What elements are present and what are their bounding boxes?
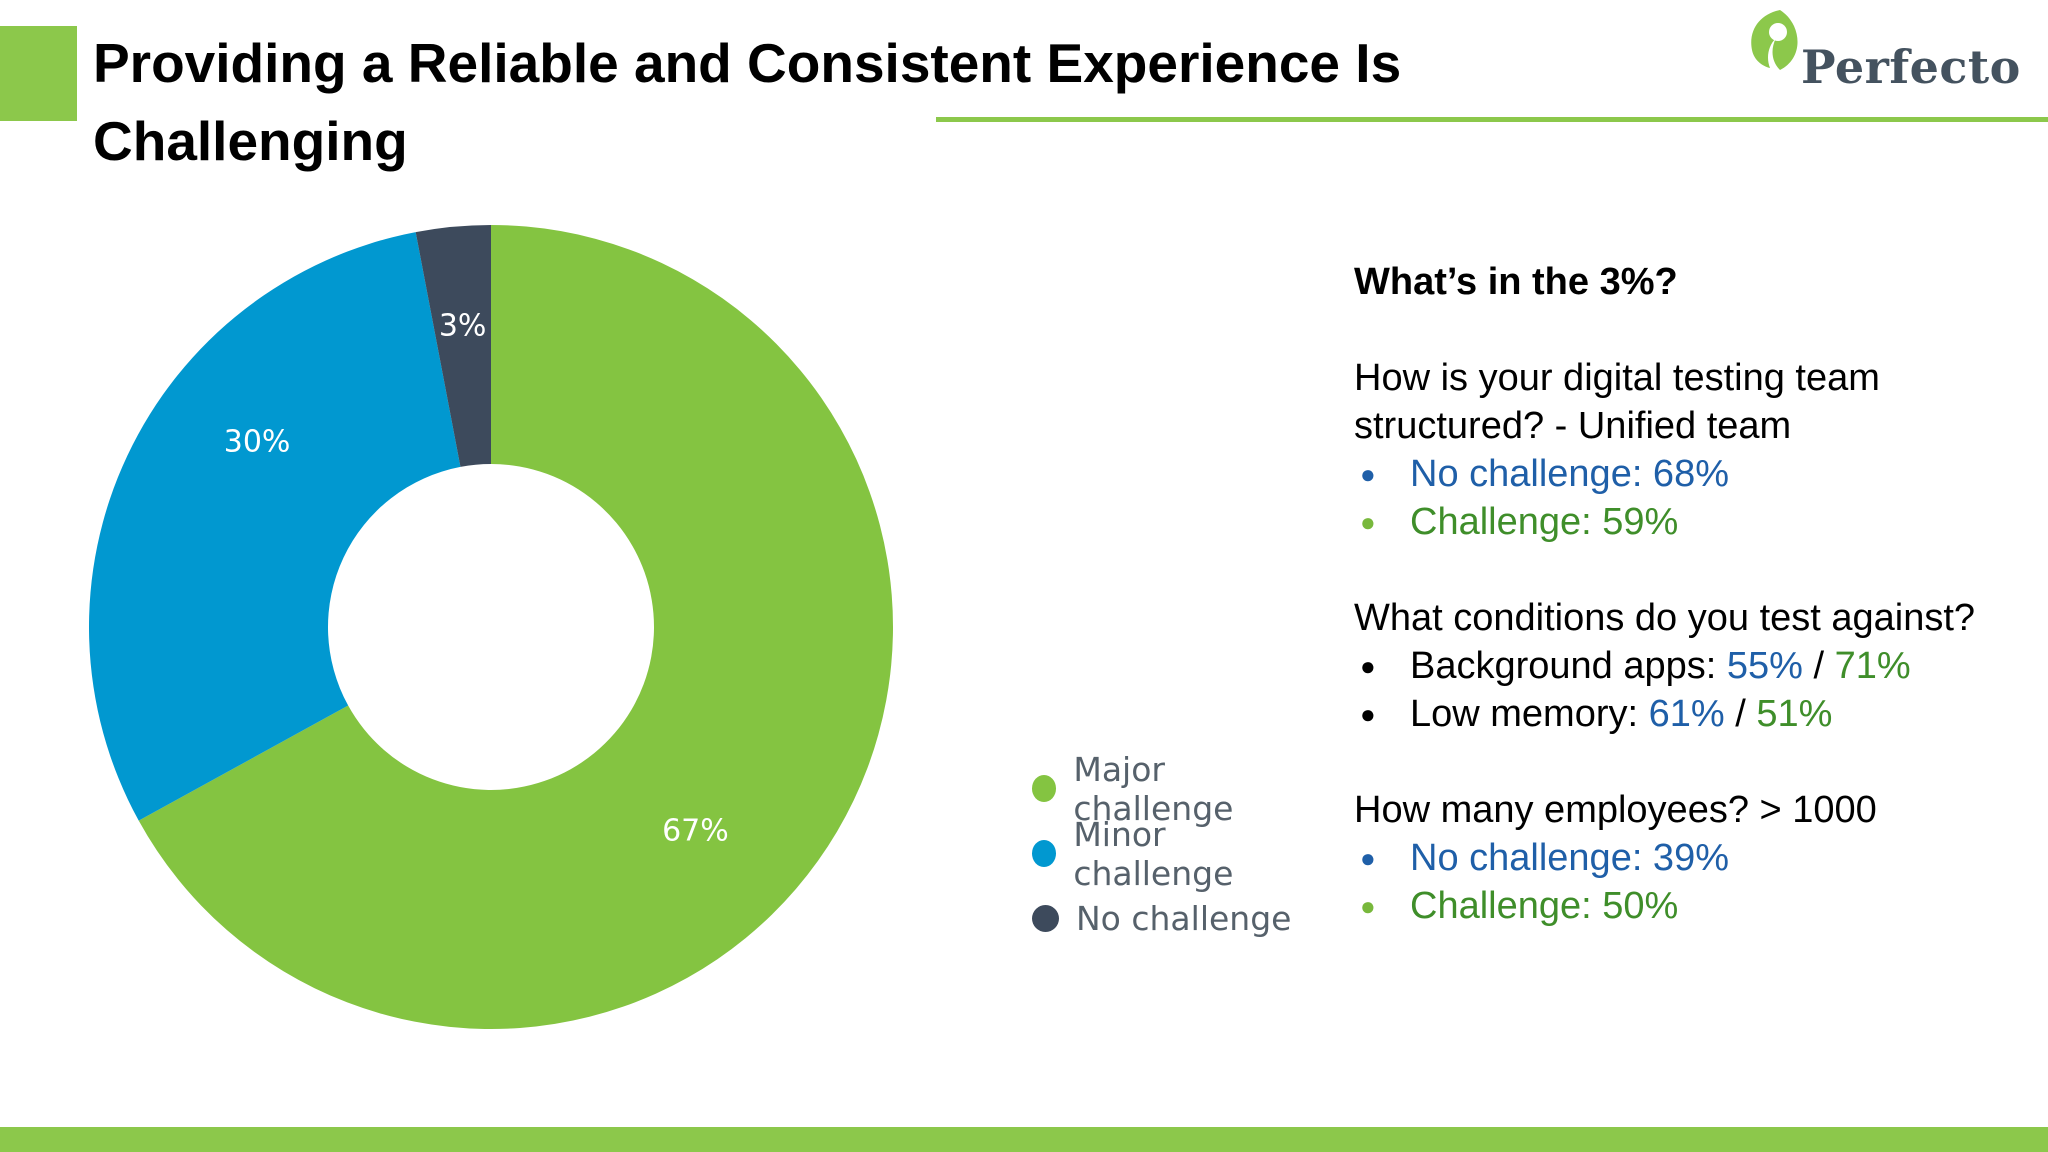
insights-panel: What’s in the 3%? How is your digital te… xyxy=(1354,258,2034,930)
condition-label: Background apps: xyxy=(1410,645,1727,687)
legend-item-none: No challenge xyxy=(1032,886,1310,951)
test-conditions-list: Background apps: 55% / 71% Low memory: 6… xyxy=(1354,642,2034,738)
team-structure-list: No challenge: 68% Challenge: 59% xyxy=(1354,450,2034,546)
no-challenge-value: 55% xyxy=(1726,645,1803,687)
slice-minor xyxy=(89,232,461,821)
chart-legend: Major challenge Minor challenge No chall… xyxy=(1032,750,1310,951)
legend-label-none: No challenge xyxy=(1076,899,1292,938)
footer-bar xyxy=(0,1127,2048,1152)
condition-label: Low memory: xyxy=(1410,693,1649,735)
panel-heading: What’s in the 3%? xyxy=(1354,261,1678,303)
list-item: Challenge: 50% xyxy=(1360,882,2034,930)
slide-title: Providing a Reliable and Consistent Expe… xyxy=(93,32,1402,172)
slice-major xyxy=(138,225,894,1029)
employees-list: No challenge: 39% Challenge: 50% xyxy=(1354,834,2034,930)
legend-swatch-major xyxy=(1032,775,1057,802)
slice-none xyxy=(415,225,491,467)
list-item: Background apps: 55% / 71% xyxy=(1360,642,2034,690)
no-challenge-value: 61% xyxy=(1648,693,1725,735)
legend-item-minor: Minor challenge xyxy=(1032,815,1310,893)
challenge-value: 71% xyxy=(1834,645,1911,687)
donut-chart-svg: 67% 30% 3% xyxy=(89,225,894,1029)
legend-label-minor: Minor challenge xyxy=(1073,814,1234,893)
logo-wordmark: Perfecto xyxy=(1801,40,2021,94)
legend-item-major: Major challenge xyxy=(1032,750,1310,828)
question-test-conditions: What conditions do you test against? xyxy=(1354,597,1976,639)
question-employees: How many employees? > 1000 xyxy=(1354,789,1877,831)
value-separator: / xyxy=(1724,693,1757,735)
list-item: Challenge: 59% xyxy=(1360,498,2034,546)
question-team-structure: How is your digital testing team structu… xyxy=(1354,357,1880,447)
list-item: No challenge: 39% xyxy=(1360,834,2034,882)
legend-swatch-minor xyxy=(1032,840,1057,867)
data-label-major: 67% xyxy=(662,813,729,848)
value-separator: / xyxy=(1802,645,1835,687)
challenge-value: 51% xyxy=(1756,693,1833,735)
header-divider xyxy=(936,117,2048,122)
title-accent-square xyxy=(0,26,77,121)
donut-chart: 67% 30% 3% Major challenge Minor challenge… xyxy=(60,200,1310,1070)
legend-label-major: Major challenge xyxy=(1073,749,1234,828)
data-label-none: 3% xyxy=(439,308,487,343)
logo-leaf-icon xyxy=(1751,10,1798,70)
list-item: No challenge: 68% xyxy=(1360,450,2034,498)
perfecto-logo: Perfecto xyxy=(1740,6,2040,96)
data-label-minor: 30% xyxy=(224,425,291,460)
list-item: Low memory: 61% / 51% xyxy=(1360,690,2034,738)
legend-swatch-none xyxy=(1032,905,1059,932)
